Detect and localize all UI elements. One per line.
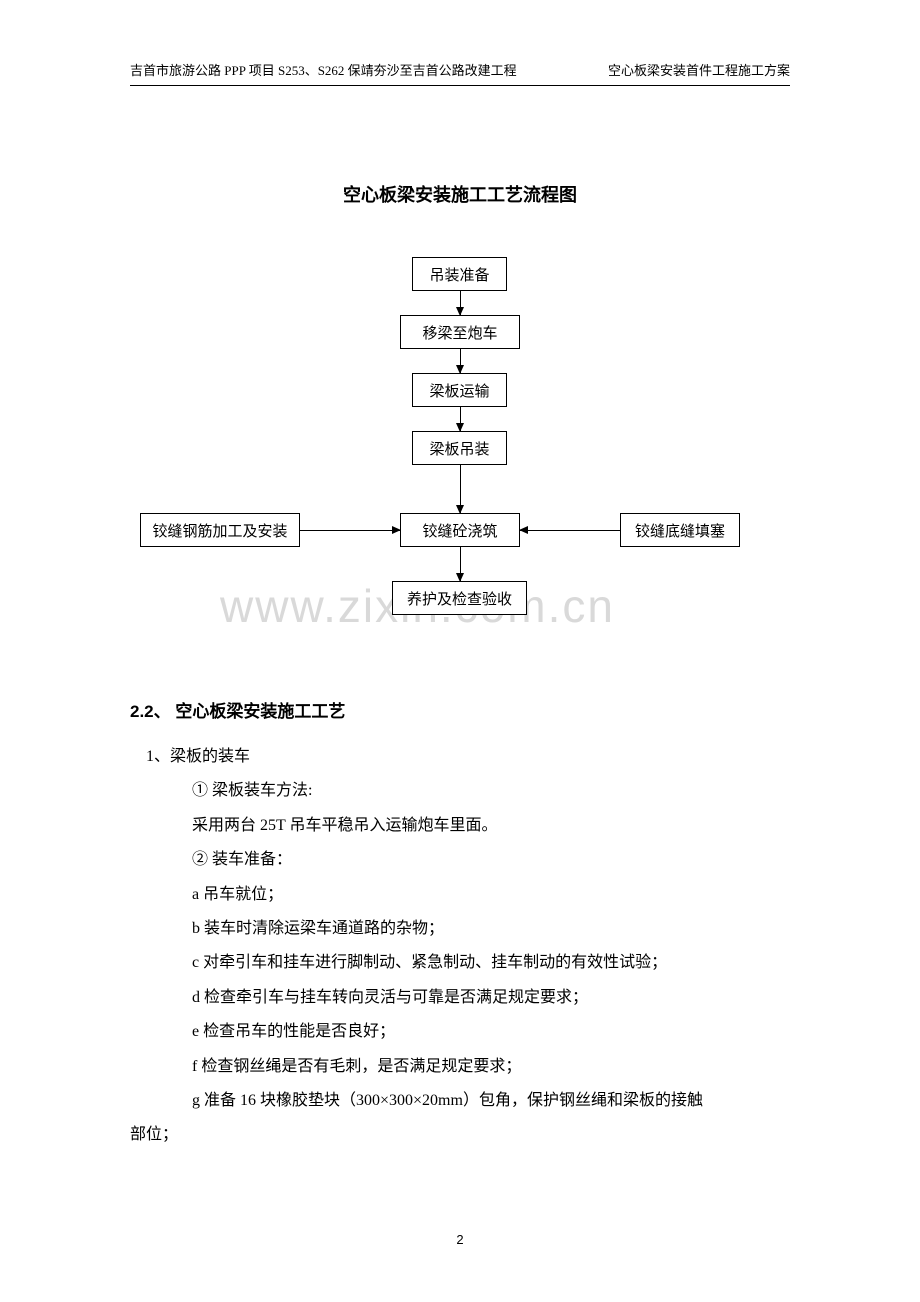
section-heading: 2.2、 空心板梁安装施工工艺 xyxy=(130,697,790,722)
page-header: 吉首市旅游公路 PPP 项目 S253、S262 保靖夯沙至吉首公路改建工程 空… xyxy=(130,60,790,86)
flowchart-title: 空心板梁安装施工工艺流程图 xyxy=(130,181,790,207)
arrow-down-icon xyxy=(460,291,461,315)
body-line: ① 梁板装车方法: xyxy=(130,774,790,808)
body-line: d 检查牵引车与挂车转向灵活与可靠是否满足规定要求； xyxy=(130,981,790,1015)
body-line: 部位； xyxy=(130,1118,790,1152)
body-line: ② 装车准备： xyxy=(130,843,790,877)
body-line: c 对牵引车和挂车进行脚制动、紧急制动、挂车制动的有效性试验； xyxy=(130,946,790,980)
page-number: 2 xyxy=(0,1232,920,1247)
header-left: 吉首市旅游公路 PPP 项目 S253、S262 保靖夯沙至吉首公路改建工程 xyxy=(130,60,517,79)
header-right: 空心板梁安装首件工程施工方案 xyxy=(608,60,790,79)
node-left: 铰缝钢筋加工及安装 xyxy=(140,513,300,547)
arrow-down-icon xyxy=(460,407,461,431)
body-line: 采用两台 25T 吊车平稳吊入运输炮车里面。 xyxy=(130,809,790,843)
node-right: 铰缝底缝填塞 xyxy=(620,513,740,547)
node-step-4: 梁板吊装 xyxy=(412,431,507,465)
node-step-5: 铰缝砼浇筑 xyxy=(400,513,520,547)
node-step-6: 养护及检查验收 xyxy=(392,581,527,615)
arrow-left-icon xyxy=(520,530,620,531)
flowchart: www.zixin.com.cn 吊装准备 移梁至炮车 梁板运输 梁板吊装 铰缝… xyxy=(130,257,790,637)
node-step-3: 梁板运输 xyxy=(412,373,507,407)
node-step-1: 吊装准备 xyxy=(412,257,507,291)
arrow-down-icon xyxy=(460,349,461,373)
section-body: 1、梁板的装车 ① 梁板装车方法: 采用两台 25T 吊车平稳吊入运输炮车里面。… xyxy=(130,740,790,1153)
body-line: g 准备 16 块橡胶垫块（300×300×20mm）包角，保护钢丝绳和梁板的接… xyxy=(130,1084,790,1118)
arrow-down-icon xyxy=(460,465,461,513)
arrow-right-icon xyxy=(300,530,400,531)
body-line: a 吊车就位； xyxy=(130,878,790,912)
body-line: b 装车时清除运梁车通道路的杂物； xyxy=(130,912,790,946)
arrow-down-icon xyxy=(460,547,461,581)
node-step-2: 移梁至炮车 xyxy=(400,315,520,349)
body-line: f 检查钢丝绳是否有毛刺，是否满足规定要求； xyxy=(130,1050,790,1084)
body-line: e 检查吊车的性能是否良好； xyxy=(130,1015,790,1049)
body-line: 1、梁板的装车 xyxy=(130,740,790,774)
